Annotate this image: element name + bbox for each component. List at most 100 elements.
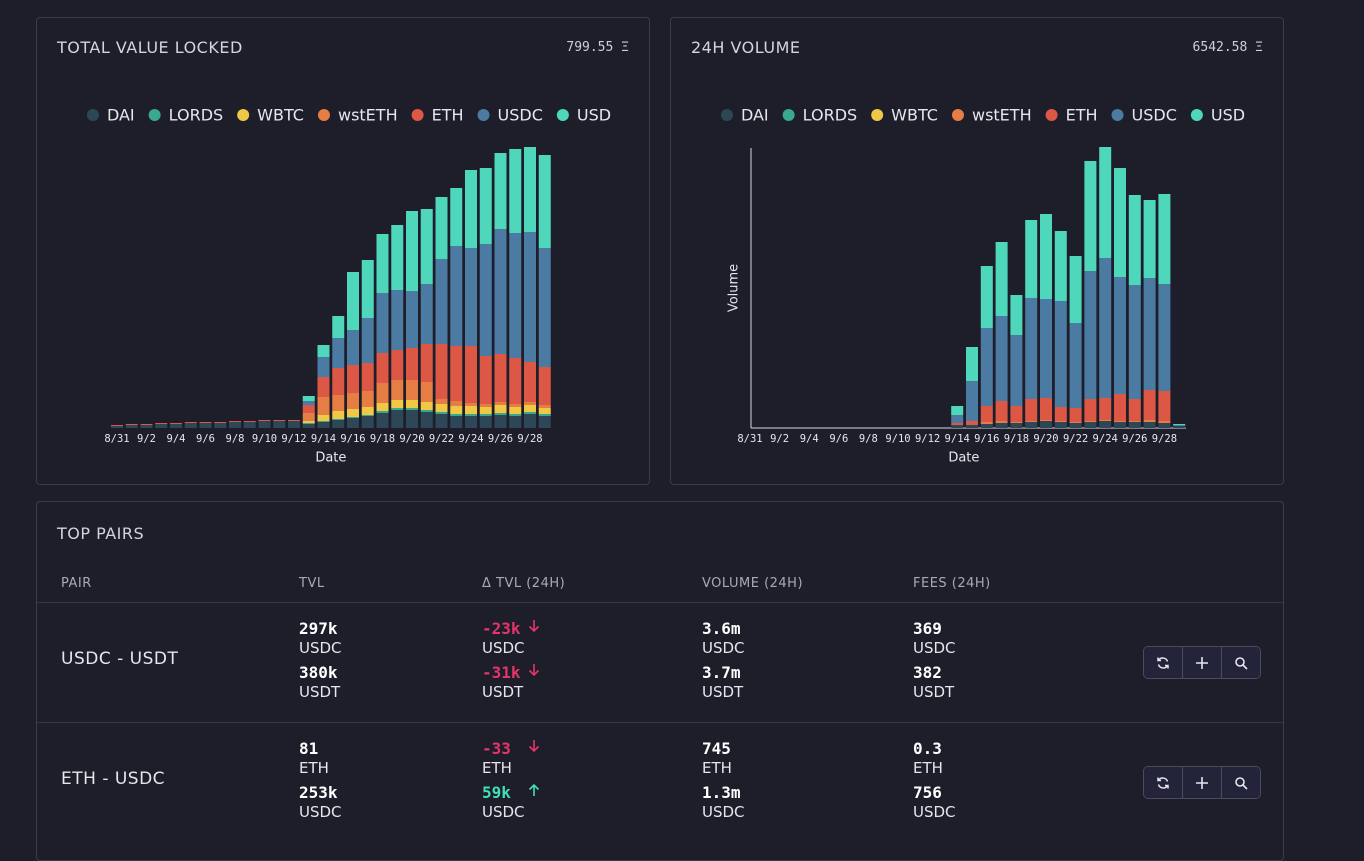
bar-segment <box>479 168 492 244</box>
bar-segment <box>111 425 123 426</box>
amount: 380k <box>299 663 338 682</box>
token: USDT <box>913 683 955 701</box>
bar-segment <box>435 197 448 259</box>
bar-segment <box>1084 421 1097 422</box>
bar-segment <box>125 424 138 425</box>
chart: DAI LORDS WBTC wstETH ETH USDC USD 8/31 9/2 9/4 9/… <box>86 106 611 466</box>
chart: DAI LORDS WBTC wstETH ETH USDC USD 8/31 9/2 9/4 9/… <box>720 106 1245 466</box>
token: USDC <box>913 639 956 657</box>
bar-segment <box>317 345 330 357</box>
bar-segment <box>347 409 359 417</box>
bar-segment <box>509 416 522 428</box>
x-tick-label: 9/12 <box>915 433 940 445</box>
bar-segment <box>420 382 433 402</box>
bar-segment <box>332 368 345 395</box>
bar-segment <box>1069 256 1082 323</box>
bar-segment <box>317 357 330 377</box>
refresh-button[interactable] <box>1144 647 1182 678</box>
bar-segment <box>494 413 507 415</box>
bar-segment <box>361 415 374 416</box>
legend-label: USD <box>577 106 611 125</box>
bar-segment <box>1054 421 1067 422</box>
x-tick-label: 9/12 <box>281 433 306 445</box>
bar-segment <box>1114 421 1126 422</box>
page: TOTAL VALUE LOCKED 799.55 Ξ DAI LORDS WBTC… <box>36 17 1284 861</box>
x-tick-label: 9/14 <box>945 433 970 445</box>
bar-segment <box>361 318 374 363</box>
bar-segment <box>1173 426 1186 428</box>
bar-segment <box>361 407 374 415</box>
card-title: 24H VOLUME <box>691 38 801 57</box>
amount: 253k <box>299 783 338 802</box>
bar-segment <box>435 344 448 399</box>
legend-dot <box>317 109 330 121</box>
bar-segment <box>302 423 315 424</box>
bar-segment <box>1099 420 1112 421</box>
bar-segment <box>524 147 536 232</box>
bar-segment <box>1025 220 1038 298</box>
bar-segment <box>391 380 404 400</box>
bar-segment <box>1054 301 1067 407</box>
bar-segment <box>509 233 522 358</box>
legend: DAI LORDS WBTC wstETH ETH USDC USD <box>86 106 611 125</box>
token: USDC <box>482 803 525 821</box>
bar-segment <box>406 380 418 400</box>
amount: -23k <box>482 619 521 638</box>
bar-segment <box>391 408 404 410</box>
bar-segment <box>406 410 418 428</box>
x-tick-label: 9/10 <box>885 433 910 445</box>
x-tick-label: 9/26 <box>488 433 513 445</box>
bar-segment <box>391 225 404 290</box>
token: ETH <box>702 759 732 777</box>
bar-segment <box>1158 284 1171 391</box>
search-button[interactable] <box>1221 767 1260 798</box>
bar-segment <box>391 400 404 408</box>
search-button[interactable] <box>1221 647 1260 678</box>
bar-segment <box>302 405 315 413</box>
bar-segment <box>1054 231 1067 301</box>
token: ETH <box>482 759 512 777</box>
refresh-button[interactable] <box>1144 767 1182 798</box>
bar-segment <box>1084 422 1097 428</box>
x-tick-label: 9/22 <box>429 433 454 445</box>
bar-segment <box>140 425 153 428</box>
x-tick-label: 9/4 <box>167 433 186 445</box>
add-button[interactable] <box>1182 647 1221 678</box>
bar-segment <box>1114 277 1126 394</box>
bar-segment <box>376 234 389 293</box>
bar-segment <box>288 421 300 428</box>
bar-segment <box>1114 422 1126 428</box>
bar-segment <box>214 423 227 428</box>
x-tick-label: 9/20 <box>1033 433 1058 445</box>
x-tick-label: 9/28 <box>517 433 542 445</box>
action-buttons <box>1143 766 1261 799</box>
bar-segment <box>302 396 315 401</box>
bar-segment <box>1099 147 1112 258</box>
bar-segment <box>524 405 536 412</box>
x-axis-label: Date <box>948 451 979 466</box>
x-tick-label: 9/24 <box>1093 433 1118 445</box>
x-tick-label: 9/26 <box>1122 433 1147 445</box>
bar-segment <box>1054 407 1067 421</box>
bar-segment <box>420 209 433 284</box>
bar-segment <box>1069 323 1082 408</box>
amount: 3.6m <box>702 619 741 638</box>
bar-segment <box>479 407 492 414</box>
bar-segment <box>155 423 168 424</box>
legend-dot <box>477 109 490 121</box>
legend-dot <box>782 109 795 121</box>
legend-dot <box>871 109 884 121</box>
bar-segment <box>170 424 182 428</box>
bar-segment <box>980 328 993 406</box>
bar-segment <box>347 418 359 428</box>
bar-segment <box>1069 423 1082 428</box>
bar-segment <box>1040 299 1052 398</box>
bar-segment <box>361 391 374 407</box>
x-tick-label: 9/16 <box>340 433 365 445</box>
add-button[interactable] <box>1182 767 1221 798</box>
x-tick-label: 9/4 <box>800 433 819 445</box>
legend-label: WBTC <box>257 106 304 125</box>
card-summary: 6542.58 Ξ <box>1192 40 1263 55</box>
bar-segment <box>1084 399 1097 421</box>
legend-dot <box>1045 109 1058 121</box>
